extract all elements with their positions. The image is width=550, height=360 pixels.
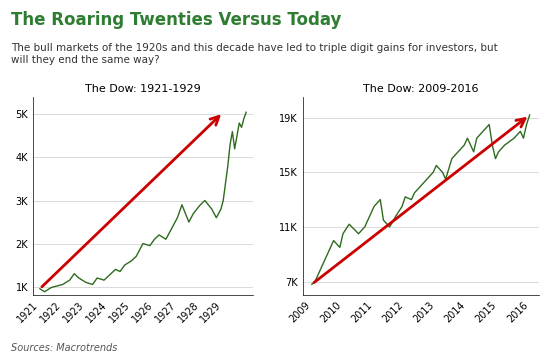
- Text: The bull markets of the 1920s and this decade have led to triple digit gains for: The bull markets of the 1920s and this d…: [11, 43, 498, 65]
- Title: The Dow: 2009-2016: The Dow: 2009-2016: [363, 84, 478, 94]
- Title: The Dow: 1921-1929: The Dow: 1921-1929: [85, 84, 201, 94]
- Text: The Roaring Twenties Versus Today: The Roaring Twenties Versus Today: [11, 11, 342, 29]
- Text: Sources: Macrotrends: Sources: Macrotrends: [11, 343, 117, 353]
